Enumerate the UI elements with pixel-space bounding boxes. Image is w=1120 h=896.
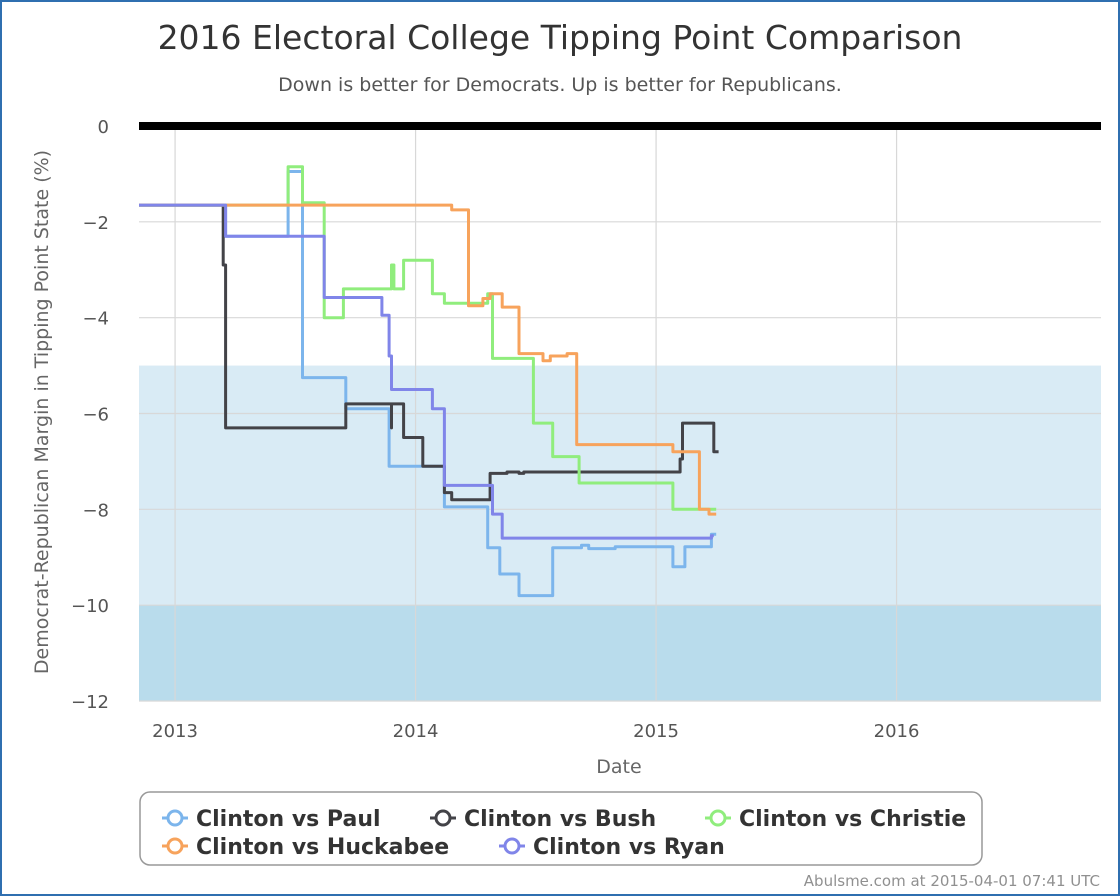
legend-box [139, 791, 983, 866]
legend-label: Clinton vs Bush [464, 807, 656, 832]
series-line-4 [139, 203, 717, 516]
x-tick-label: 2016 [874, 721, 920, 742]
y-tick-label: −6 [82, 405, 109, 426]
chart-title: 2016 Electoral College Tipping Point Com… [158, 18, 963, 57]
zero-line [139, 122, 1101, 130]
chart-subtitle: Down is better for Democrats. Up is bett… [278, 74, 842, 96]
legend-item[interactable]: Clinton vs Huckabee [162, 835, 449, 860]
legend-marker [709, 809, 727, 827]
legend-label: Clinton vs Huckabee [196, 835, 449, 860]
x-tick-label: 2015 [633, 721, 679, 742]
legend-marker [166, 837, 184, 855]
x-tick-labels: 2013 2014 2015 2016 [152, 721, 919, 742]
series-line-3 [139, 165, 717, 511]
series-lines [139, 165, 719, 598]
plot-bands [139, 365, 1101, 701]
legend-label: Clinton vs Ryan [533, 835, 725, 860]
x-axis-title: Date [596, 756, 641, 778]
series-line-2 [139, 203, 719, 502]
legend: Clinton vs Paul Clinton vs Bush Clinton vs… [162, 807, 966, 860]
legend-item[interactable]: Clinton vs Bush [430, 807, 656, 832]
y-tick-label: 0 [98, 117, 109, 138]
y-axis-title: Democrat-Republican Margin in Tipping Po… [31, 150, 53, 674]
plot-band-1 [139, 605, 1101, 701]
legend-label: Clinton vs Christie [739, 807, 966, 832]
legend-label: Clinton vs Paul [196, 807, 381, 832]
x-tick-label: 2013 [152, 721, 198, 742]
legend-item[interactable]: Clinton vs Christie [705, 807, 966, 832]
x-tick-label: 2014 [393, 721, 439, 742]
y-tick-labels: 0 −2 −4 −6 −8 −10 −12 [71, 117, 109, 713]
y-tick-label: −10 [71, 596, 109, 617]
y-tick-label: −4 [82, 309, 109, 330]
y-tick-label: −12 [71, 692, 109, 713]
legend-item[interactable]: Clinton vs Paul [162, 807, 381, 832]
plot-band-0 [139, 365, 1101, 606]
credit-text: Abulsme.com at 2015-04-01 07:41 UTC [804, 872, 1100, 890]
series-line-1 [139, 170, 717, 598]
legend-marker [434, 809, 452, 827]
series-line-5 [139, 203, 714, 540]
y-tick-label: −2 [82, 213, 109, 234]
legend-item[interactable]: Clinton vs Ryan [499, 835, 725, 860]
y-tick-label: −8 [82, 500, 109, 521]
legend-marker [503, 837, 521, 855]
legend-marker [166, 809, 184, 827]
